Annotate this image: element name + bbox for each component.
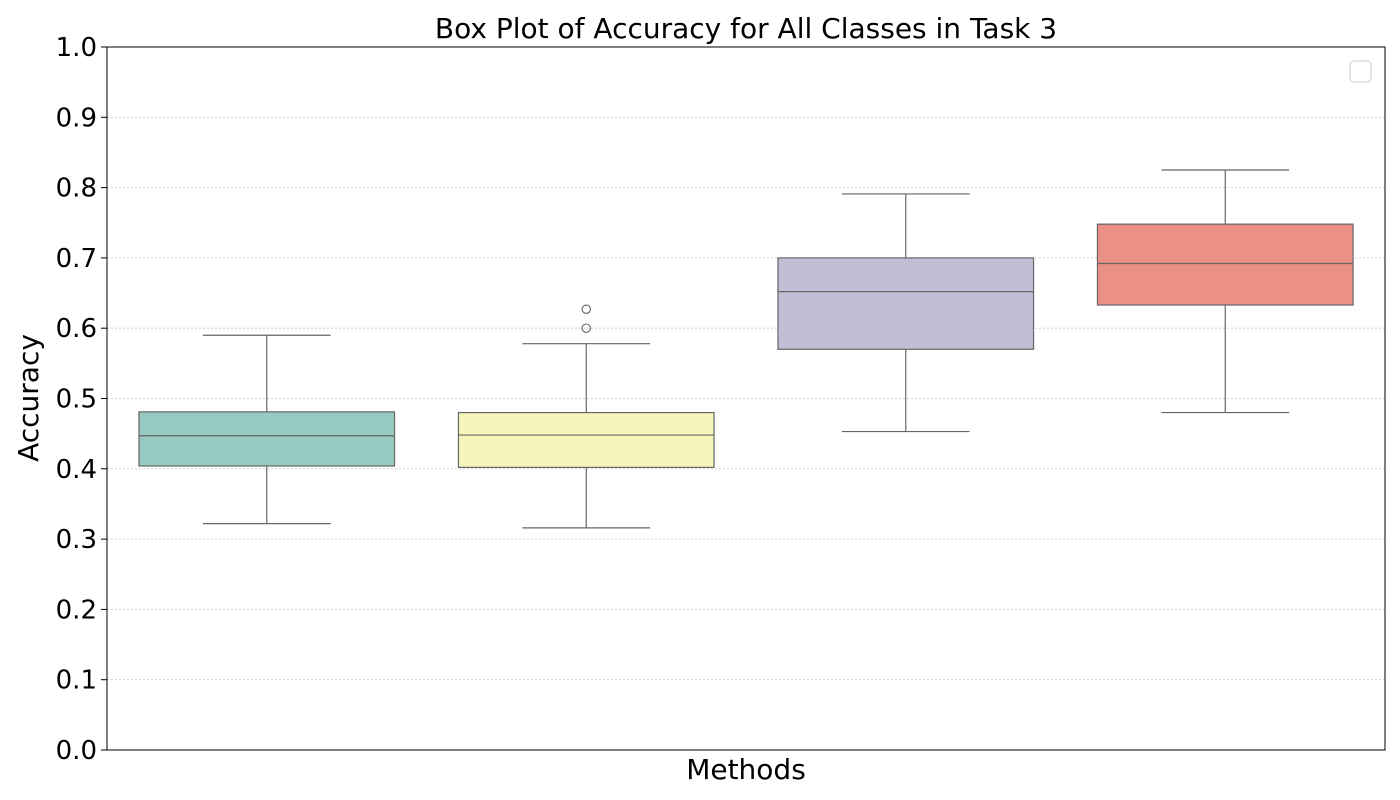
- chart-title: Box Plot of Accuracy for All Classes in …: [435, 12, 1057, 45]
- iqr-box: [1096, 223, 1354, 306]
- x-axis-label: Methods: [686, 753, 806, 786]
- y-tick-label: 0.6: [56, 314, 97, 344]
- outlier-point: [581, 323, 591, 333]
- y-tick-label: 0.8: [56, 174, 97, 204]
- y-tick-label: 0.9: [56, 103, 97, 133]
- box-1: [138, 334, 396, 525]
- y-tick-label: 0.5: [56, 385, 97, 415]
- y-tick-label: 0.4: [56, 455, 97, 485]
- box-2: [457, 304, 715, 529]
- iqr-box: [138, 411, 396, 467]
- box-4: [1096, 169, 1354, 414]
- y-tick-label: 0.0: [56, 736, 97, 766]
- iqr-box: [457, 411, 715, 468]
- boxes: [138, 169, 1354, 529]
- y-axis-label: Accuracy: [12, 334, 45, 462]
- outlier-point: [581, 304, 591, 314]
- y-tick-label: 0.7: [56, 244, 97, 274]
- y-axis-ticks: 0.0 0.1 0.2 0.3 0.4 0.5 0.6 0.7 0.8 0.9 1.0: [56, 33, 107, 766]
- plot-frame: [106, 46, 1386, 751]
- y-tick-label: 1.0: [56, 33, 97, 63]
- legend-box: [1349, 60, 1372, 83]
- y-tick-label: 0.1: [56, 666, 97, 696]
- box-3: [777, 193, 1035, 433]
- y-tick-label: 0.3: [56, 525, 97, 555]
- y-tick-label: 0.2: [56, 595, 97, 625]
- gridlines: [107, 116, 1385, 681]
- iqr-box: [777, 257, 1035, 350]
